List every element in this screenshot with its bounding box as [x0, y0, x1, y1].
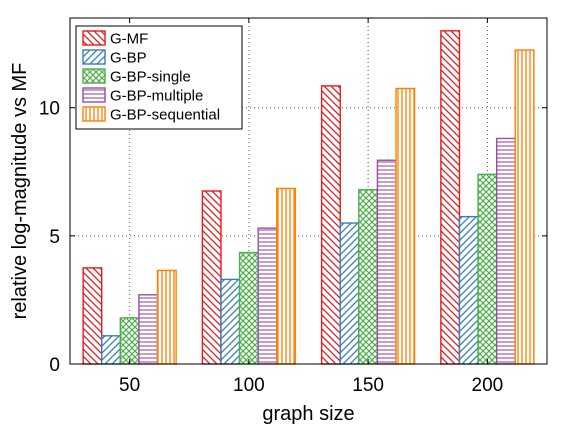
bar-g-bp-sequential-100 [276, 187, 297, 365]
legend-swatch [82, 30, 106, 46]
bar-g-bp-single-50 [119, 317, 140, 365]
bar-g-bp-sequential-50 [156, 269, 177, 365]
bar-g-bp-single-150 [358, 189, 379, 365]
bar-g-bp-single-200 [477, 173, 498, 365]
bar-g-mf-100 [201, 190, 222, 365]
legend-label: G-BP-sequential [110, 107, 220, 124]
x-tick-label: 50 [119, 375, 140, 396]
x-tick-label: 200 [472, 375, 504, 396]
y-tick-label: 5 [49, 227, 60, 248]
x-tick-label: 150 [352, 375, 384, 396]
x-tick-label: 100 [233, 375, 265, 396]
y-axis-label: relative log-magnitude vs MF [9, 63, 31, 320]
bar-g-bp-multiple-200 [495, 137, 516, 365]
legend-swatch [82, 49, 106, 65]
plot-frame [69, 17, 548, 365]
bar-g-bp-50 [101, 335, 122, 365]
legend-swatch [82, 87, 106, 103]
legend-swatch [82, 68, 106, 84]
bar-g-mf-50 [82, 267, 103, 365]
bar-g-bp-200 [458, 215, 479, 365]
y-tick-label: 0 [49, 355, 60, 376]
legend: G-MF G-BP G-BP-single G-BP-multiple G-BP-seq… [75, 25, 243, 130]
bar-g-bp-sequential-150 [395, 87, 416, 365]
legend-label: G-BP [110, 50, 147, 67]
y-tick-label: 10 [39, 99, 60, 120]
bar-g-mf-150 [320, 85, 341, 365]
axis-ticks: 50 100 150 200 0 5 10 [39, 18, 547, 396]
bar-g-bp-sequential-200 [514, 49, 535, 365]
bar-g-bp-single-100 [238, 251, 259, 365]
bar-g-mf-200 [440, 30, 461, 365]
bar-g-bp-100 [220, 278, 241, 365]
x-axis-label: graph size [262, 403, 354, 425]
bars [82, 30, 535, 365]
bar-g-bp-150 [339, 222, 360, 365]
bar-g-bp-multiple-50 [138, 294, 159, 365]
bar-g-bp-multiple-150 [376, 159, 397, 365]
legend-label: G-BP-multiple [110, 88, 203, 105]
bar-g-bp-multiple-100 [257, 227, 278, 365]
legend-swatch [82, 106, 106, 122]
legend-label: G-MF [110, 31, 148, 48]
legend-label: G-BP-single [110, 69, 191, 86]
